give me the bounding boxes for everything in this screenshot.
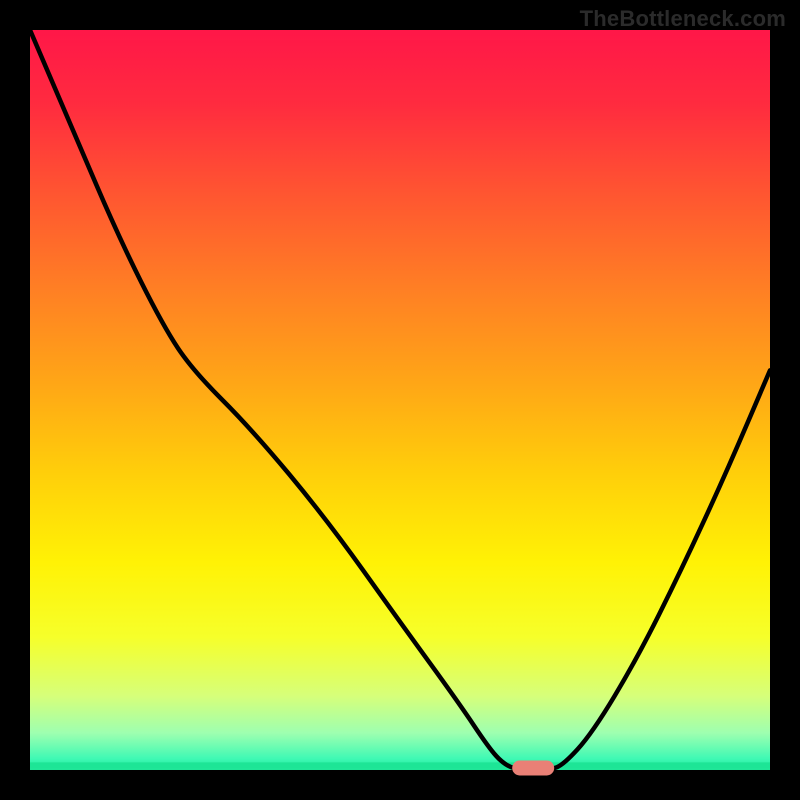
chart-svg xyxy=(0,0,800,800)
plot-background xyxy=(30,30,770,770)
baseline-strip xyxy=(30,762,770,768)
chart-container: { "watermark": { "text": "TheBottleneck.… xyxy=(0,0,800,800)
optimum-marker xyxy=(512,761,554,776)
watermark-text: TheBottleneck.com xyxy=(580,6,786,32)
